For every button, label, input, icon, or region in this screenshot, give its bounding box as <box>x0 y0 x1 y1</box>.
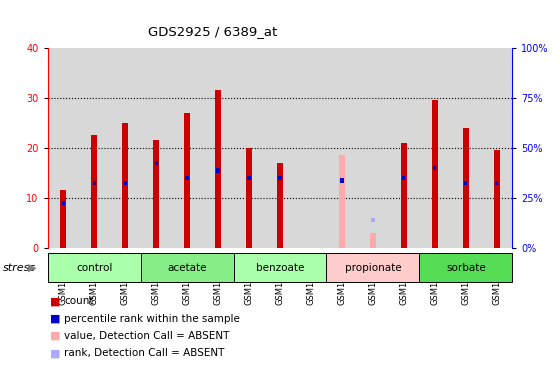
Bar <box>432 100 438 248</box>
Bar <box>234 48 264 248</box>
Text: control: control <box>76 263 112 273</box>
Text: stress: stress <box>3 263 36 273</box>
Bar <box>48 48 78 248</box>
Bar <box>433 166 436 170</box>
Text: sorbate: sorbate <box>446 263 486 273</box>
Bar <box>92 180 96 185</box>
Text: value, Detection Call = ABSENT: value, Detection Call = ABSENT <box>64 331 230 341</box>
Bar <box>340 178 343 182</box>
Bar <box>496 180 498 185</box>
Bar <box>110 48 141 248</box>
Text: percentile rank within the sample: percentile rank within the sample <box>64 314 240 324</box>
Bar <box>91 136 97 248</box>
Bar <box>389 48 419 248</box>
Bar <box>464 180 468 185</box>
Bar <box>463 128 469 248</box>
Bar <box>171 48 203 248</box>
Bar <box>124 180 127 185</box>
Text: GDS2925 / 6389_at: GDS2925 / 6389_at <box>148 25 277 38</box>
Bar <box>450 48 482 248</box>
Text: ■: ■ <box>50 331 61 341</box>
Bar <box>62 200 64 205</box>
Bar <box>371 218 375 222</box>
Bar <box>203 48 234 248</box>
Bar <box>278 175 282 180</box>
Text: acetate: acetate <box>167 263 207 273</box>
Bar <box>419 253 512 282</box>
Bar <box>296 48 326 248</box>
Text: propionate: propionate <box>344 263 402 273</box>
Bar <box>494 150 500 248</box>
Bar <box>48 253 141 282</box>
Bar <box>215 91 221 248</box>
Bar <box>326 253 419 282</box>
Bar <box>141 48 171 248</box>
Bar <box>339 155 345 248</box>
Bar <box>60 190 66 248</box>
Bar <box>277 163 283 248</box>
Bar <box>78 48 110 248</box>
Text: ■: ■ <box>50 314 61 324</box>
Text: ▶: ▶ <box>28 263 37 273</box>
Bar <box>401 143 407 248</box>
Bar <box>141 253 234 282</box>
Bar <box>482 48 512 248</box>
Bar <box>403 175 405 180</box>
Bar <box>184 113 190 248</box>
Bar <box>153 140 159 248</box>
Bar <box>234 253 326 282</box>
Text: benzoate: benzoate <box>256 263 304 273</box>
Text: ■: ■ <box>50 296 61 306</box>
Bar <box>185 175 189 180</box>
Bar <box>326 48 357 248</box>
Bar <box>370 233 376 248</box>
Bar <box>264 48 296 248</box>
Text: rank, Detection Call = ABSENT: rank, Detection Call = ABSENT <box>64 348 225 358</box>
Bar <box>246 148 252 248</box>
Bar <box>419 48 450 248</box>
Bar <box>155 161 157 165</box>
Bar <box>357 48 389 248</box>
Bar <box>248 175 250 180</box>
Bar <box>122 123 128 248</box>
Bar <box>217 168 220 172</box>
Text: ■: ■ <box>50 348 61 358</box>
Text: count: count <box>64 296 94 306</box>
